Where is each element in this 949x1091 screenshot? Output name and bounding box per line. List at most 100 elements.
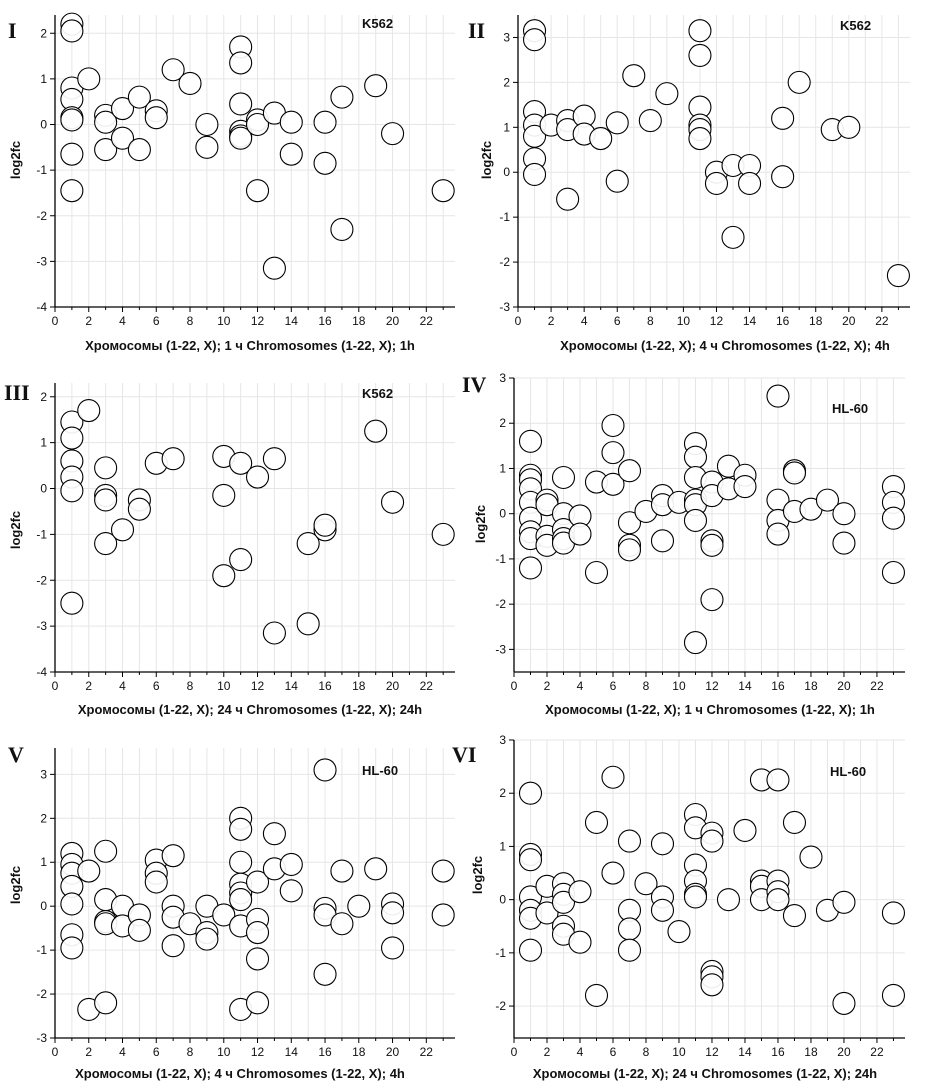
panel-VI-x-tick-label-4: 4: [577, 1045, 584, 1059]
panel-IV-point-58: [815, 488, 840, 512]
panel-V-point-38: [245, 870, 270, 894]
panel-IV-point-44: [700, 533, 724, 557]
panel-V-y-tick-label-2: 2: [40, 811, 47, 825]
panel-IV-point-49: [733, 475, 757, 499]
panel-III-x-tick-label-6: 6: [153, 679, 160, 693]
panel-II-x-tick-label-4: 4: [581, 314, 588, 328]
panel-VI-point-8: [535, 901, 559, 925]
panel-V-point-24: [161, 934, 185, 958]
panel-V-point-17: [127, 918, 151, 942]
panel-II-y-tick-label--1: -1: [499, 210, 510, 224]
panel-V-point-9: [94, 839, 118, 863]
panel-II-y-tick-label-2: 2: [503, 75, 510, 89]
panel-I-point-29: [245, 112, 270, 137]
panel-II-y-tick-label--2: -2: [499, 255, 510, 269]
panel-I-point-14: [127, 85, 151, 109]
panel-V-x-ticks: 0 2 4 6 8 10 12 14 16 18 20 22: [52, 1038, 444, 1059]
panel-II-y-ticks: -3 -2 -1 0 1 2 3: [499, 30, 518, 314]
panel-I-point-7: [60, 179, 84, 203]
panel-V-point-45: [279, 852, 303, 876]
panel-IV-point-64: [881, 560, 906, 585]
panel-IV-y-tick-label--3: -3: [495, 642, 506, 656]
panel-IV-point-25: [617, 459, 642, 483]
panel-III-point-4: [60, 479, 84, 503]
panel-V-y-tick-label-3: 3: [40, 767, 47, 781]
panel-IV-point-0: [518, 429, 543, 453]
panel-I-point-36: [313, 151, 337, 175]
panel-I-point-5: [60, 108, 84, 132]
panel-III-point-7: [94, 456, 118, 480]
panel-I-y-tick-label--2: -2: [36, 209, 47, 223]
panel-II-roman-label: II: [468, 18, 485, 43]
panel-V-point-35: [229, 888, 253, 912]
panel-II-point-28: [721, 225, 745, 249]
panel-IV-point-45: [700, 588, 724, 612]
panel-II-y-tick-label-0: 0: [503, 165, 510, 179]
panel-VI-point-25: [650, 832, 675, 856]
panel-II-point-20: [688, 43, 712, 67]
panel-III-y-tick-label--1: -1: [36, 527, 47, 541]
panel-I-x-tick-label-0: 0: [52, 314, 59, 328]
panel-VI-y-ticks: -2 -1 0 1 2 3: [495, 733, 514, 1013]
panel-III-point-22: [262, 447, 286, 471]
panel-VI-y-tick-label-1: 1: [499, 839, 506, 853]
panel-V-axes: [54, 748, 455, 1039]
panel-VI-point-17: [584, 983, 609, 1007]
panel-II-point-19: [688, 19, 712, 43]
panel-II-axes: [517, 15, 910, 308]
panel-I-point-30: [245, 179, 270, 203]
panel-VI-point-19: [601, 861, 625, 885]
panel-VI-x-tick-label-22: 22: [870, 1045, 884, 1059]
panel-VI-x-tick-label-18: 18: [804, 1045, 818, 1059]
panel-III-x-tick-label-10: 10: [217, 679, 231, 693]
panel-VI-point-6: [518, 938, 543, 962]
panel-IV-x-tick-label-6: 6: [610, 679, 617, 693]
panel-V-point-4: [60, 892, 84, 916]
panel-IV-x-tick-label-4: 4: [577, 679, 584, 693]
panel-VI-point-34: [683, 885, 708, 909]
panel-IV-y-tick-label--1: -1: [495, 552, 506, 566]
panel-IV-roman-label: IV: [462, 372, 487, 397]
panel-III-x-tick-label-12: 12: [251, 679, 265, 693]
panel-VI-x-tick-label-0: 0: [511, 1045, 518, 1059]
panel-VI-roman-label: VI: [452, 742, 476, 767]
panel-I-cell-line-label: K562: [362, 16, 393, 31]
panel-I-point-18: [161, 58, 185, 82]
panel-I-point-8: [77, 67, 101, 91]
panel-IV-point-21: [584, 560, 609, 585]
panel-III-point-1: [60, 426, 84, 450]
panel-V-x-tick-label-6: 6: [153, 1045, 160, 1059]
panel-IV-x-axis-label: Хромосомы (1-22, X); 1 ч Chromosomes (1-…: [545, 702, 875, 717]
panel-I-point-11: [94, 138, 118, 162]
panel-IV-point-24: [601, 472, 625, 496]
panel-IV-x-tick-label-16: 16: [771, 679, 785, 693]
panel-I-y-tick-label-1: 1: [40, 72, 47, 86]
panel-II-point-18: [655, 82, 679, 106]
panel-III-point-20: [229, 548, 253, 572]
panel-I-point-1: [60, 19, 84, 43]
panel-III-roman-label: III: [4, 380, 30, 405]
panel-III-point-24: [296, 532, 320, 556]
panel-II-point-33: [787, 70, 811, 94]
panel-I-point-38: [330, 217, 354, 241]
panel-II-x-axis-label: Хромосомы (1-22, X); 4 ч Chromosomes (1-…: [560, 338, 890, 353]
panel-IV-point-50: [766, 384, 790, 408]
panel-II-point-30: [738, 171, 762, 196]
panel-VI-x-tick-label-16: 16: [771, 1045, 785, 1059]
panel-III-x-tick-label-4: 4: [119, 679, 126, 693]
panel-VI-point-39: [700, 973, 724, 997]
panel-VI-point-50: [782, 810, 807, 835]
panel-III-point-23: [262, 621, 286, 645]
panel-II-point-17: [638, 109, 662, 133]
panel-IV-point-59: [832, 502, 856, 526]
panel-VI-point-16: [584, 810, 609, 835]
panel-V-point-59: [431, 903, 455, 927]
panel-III-point-10: [94, 532, 118, 556]
panel-V-y-ticks: -3 -2 -1 0 1 2 3: [36, 767, 55, 1045]
panel-V-y-tick-label-1: 1: [40, 855, 47, 869]
